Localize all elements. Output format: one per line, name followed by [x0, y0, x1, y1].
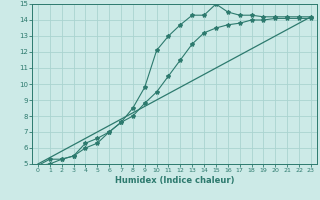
X-axis label: Humidex (Indice chaleur): Humidex (Indice chaleur)	[115, 176, 234, 185]
